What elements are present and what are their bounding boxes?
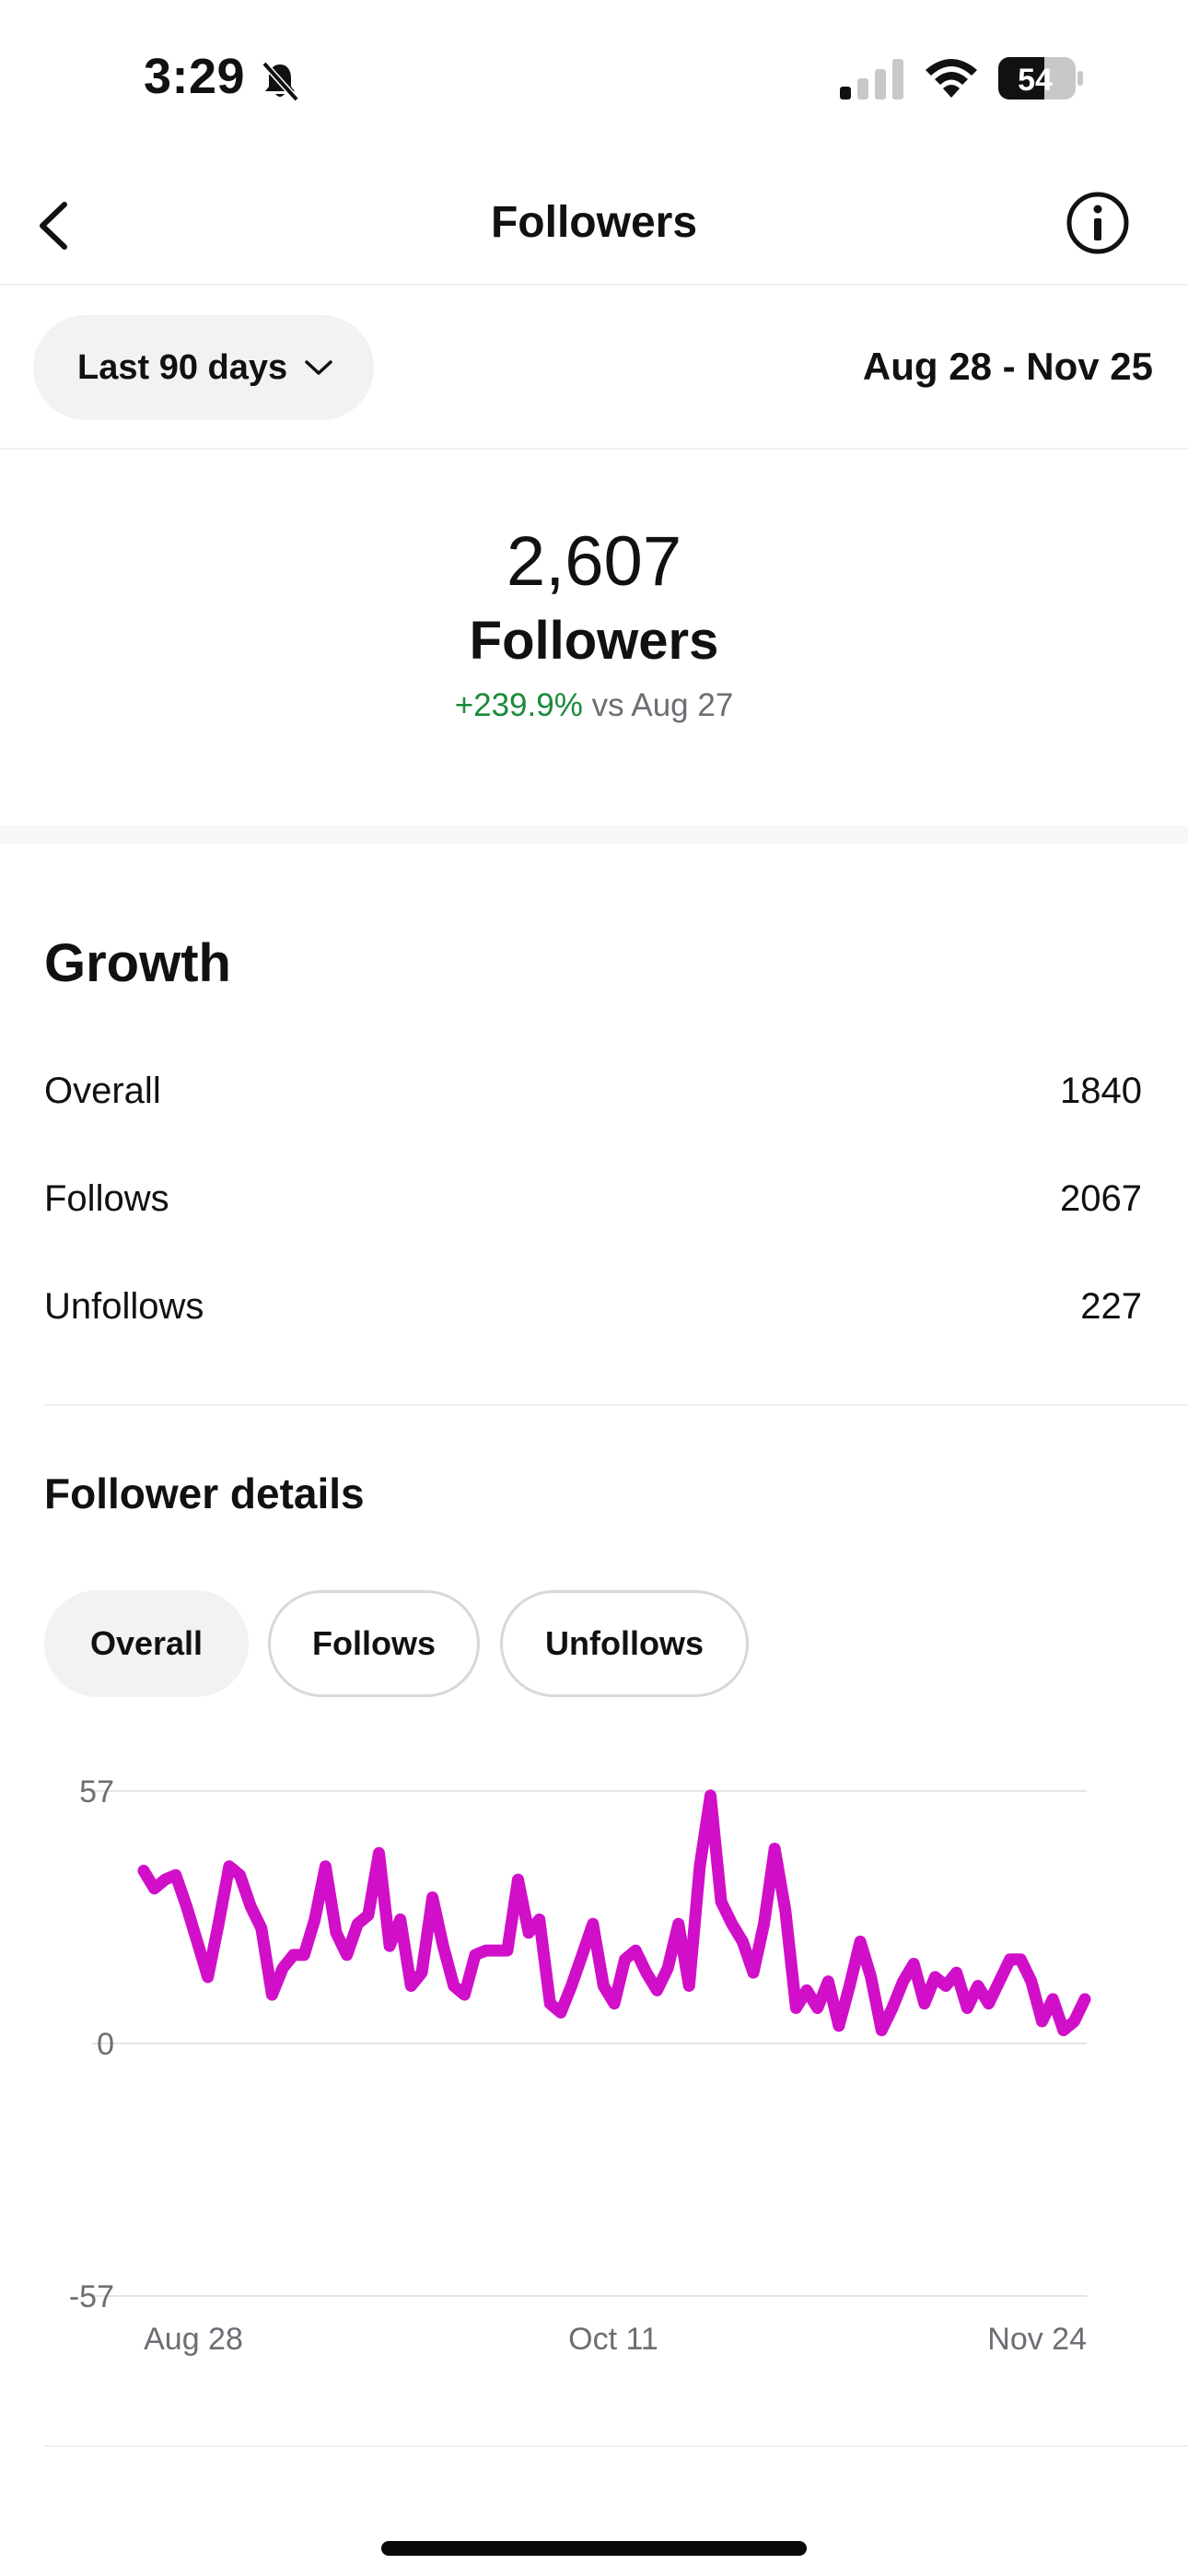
info-button[interactable] <box>1065 190 1131 256</box>
x-tick-label: Aug 28 <box>144 2322 243 2357</box>
filter-row: Last 90 days Aug 28 - Nov 25 <box>0 286 1188 450</box>
chip-follows[interactable]: Follows <box>268 1590 480 1697</box>
followers-summary: 2,607 Followers +239.9% vs Aug 27 <box>0 451 1188 825</box>
followers-count: 2,607 <box>506 522 682 601</box>
x-tick-label: Nov 24 <box>987 2322 1087 2357</box>
chevron-down-icon <box>305 360 332 375</box>
date-range-text: Aug 28 - Nov 25 <box>862 345 1153 388</box>
growth-row-overall: Overall 1840 <box>44 1063 1142 1118</box>
follower-details-title: Follower details <box>44 1469 365 1517</box>
follower-chart: 57 0 -57 Aug 28 Oct 11 Nov 24 <box>0 1751 1188 2377</box>
chip-overall[interactable]: Overall <box>44 1590 249 1697</box>
wifi-icon <box>926 59 977 98</box>
cellular-signal-icon <box>840 59 903 100</box>
section-separator <box>0 825 1188 844</box>
status-bar: 3:29 54 <box>0 0 1188 157</box>
growth-row-value: 1840 <box>1060 1070 1142 1111</box>
nav-bar: Followers <box>0 157 1188 286</box>
divider <box>44 2445 1188 2447</box>
date-range-dropdown[interactable]: Last 90 days <box>33 315 374 420</box>
growth-title: Growth <box>44 933 231 993</box>
chip-unfollows[interactable]: Unfollows <box>500 1590 749 1697</box>
bell-slash-icon <box>262 61 299 102</box>
growth-row-label: Overall <box>44 1070 161 1111</box>
x-tick-label: Oct 11 <box>568 2322 658 2357</box>
y-tick-label: 57 <box>79 1774 114 1809</box>
growth-row-value: 227 <box>1080 1285 1142 1327</box>
battery-level: 54 <box>1018 63 1053 98</box>
battery-icon: 54 <box>998 57 1083 100</box>
growth-row-value: 2067 <box>1060 1177 1142 1219</box>
date-range-dropdown-label: Last 90 days <box>77 347 288 387</box>
y-tick-label: -57 <box>69 2279 114 2314</box>
growth-row-label: Unfollows <box>44 1285 204 1327</box>
series-line <box>137 1789 1091 2037</box>
growth-row-unfollows: Unfollows 227 <box>44 1279 1142 1334</box>
divider <box>44 1404 1188 1406</box>
page-title: Followers <box>490 198 698 247</box>
line-chart: 57 0 -57 Aug 28 Oct 11 Nov 24 <box>69 1774 1091 2357</box>
followers-change: +239.9% vs Aug 27 <box>0 687 1188 724</box>
followers-label: Followers <box>469 611 719 671</box>
y-tick-label: 0 <box>97 2027 114 2062</box>
growth-row-follows: Follows 2067 <box>44 1171 1142 1226</box>
change-reference: vs Aug 27 <box>591 687 734 723</box>
back-button[interactable] <box>28 193 83 258</box>
growth-row-label: Follows <box>44 1177 169 1219</box>
home-indicator[interactable] <box>381 2541 807 2556</box>
change-percent: +239.9% <box>454 687 583 723</box>
status-time: 3:29 <box>144 49 246 104</box>
